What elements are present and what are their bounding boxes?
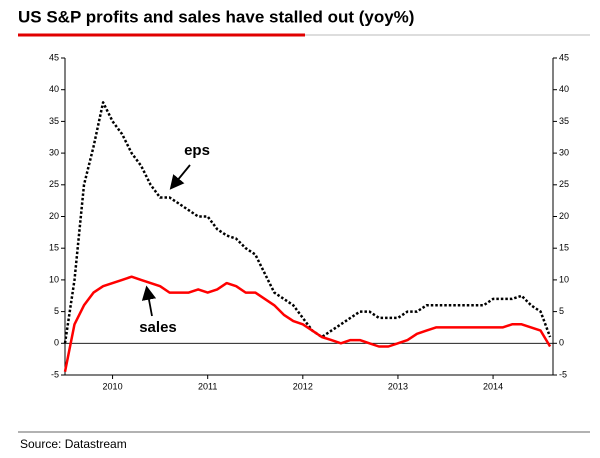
x-tick-label: 2013 [388, 381, 408, 391]
y-tick-label: 5 [54, 306, 59, 316]
y2-tick-label: 30 [559, 147, 569, 157]
y2-tick-label: 25 [559, 179, 569, 189]
y-tick-label: 0 [54, 338, 59, 348]
y2-tick-label: 35 [559, 116, 569, 126]
y2-tick-label: 40 [559, 84, 569, 94]
series-line [63, 275, 552, 373]
y-tick-label: 20 [49, 211, 59, 221]
x-tick-label: 2010 [103, 381, 123, 391]
series-line [63, 101, 552, 344]
y-tick-label: 45 [49, 52, 59, 62]
y-tick-label: 25 [49, 179, 59, 189]
eps-label: eps [184, 142, 210, 159]
x-tick-label: 2012 [293, 381, 313, 391]
chart-title: US S&P profits and sales have stalled ou… [18, 7, 414, 26]
y2-tick-label: -5 [559, 369, 567, 379]
y-tick-label: 10 [49, 274, 59, 284]
y2-tick-label: 5 [559, 306, 564, 316]
y-tick-label: 40 [49, 84, 59, 94]
x-tick-label: 2011 [198, 381, 217, 391]
eps-arrow [169, 164, 191, 190]
x-tick-label: 2014 [483, 381, 503, 391]
source: Source: Datastream [20, 437, 127, 451]
sales-label: sales [139, 319, 177, 336]
y-tick-label: -5 [51, 369, 59, 379]
y-tick-label: 30 [49, 147, 59, 157]
y2-tick-label: 10 [559, 274, 569, 284]
y2-tick-label: 15 [559, 243, 569, 253]
y2-tick-label: 0 [559, 338, 564, 348]
y2-tick-label: 45 [559, 52, 569, 62]
y2-tick-label: 20 [559, 211, 569, 221]
y-tick-label: 15 [49, 243, 59, 253]
sales-arrow [141, 285, 157, 317]
y-tick-label: 35 [49, 116, 59, 126]
